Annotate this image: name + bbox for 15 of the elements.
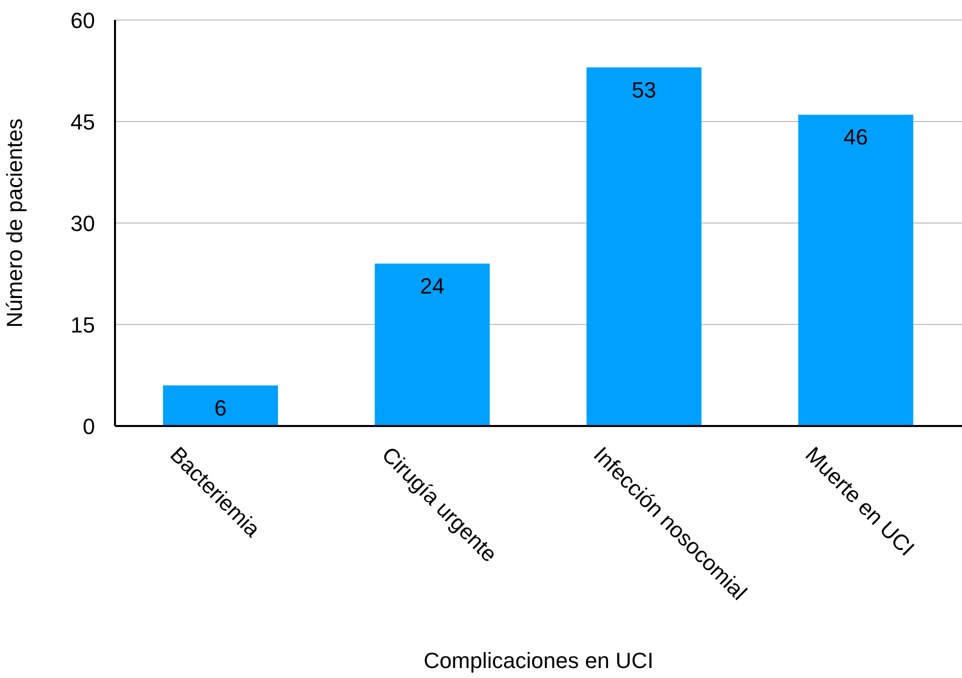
y-tick-label: 0 (82, 414, 95, 439)
data-label: 46 (844, 124, 868, 150)
x-axis-title: Complicaciones en UCI (424, 648, 654, 673)
bar (374, 264, 490, 426)
y-axis-title: Número de pacientes (2, 118, 27, 328)
y-tick-label: 30 (70, 210, 95, 236)
data-label: 24 (420, 274, 444, 299)
y-tick-label: 45 (70, 109, 95, 134)
y-tick-label: 15 (70, 312, 95, 338)
y-tick-label: 60 (70, 8, 95, 33)
bar (586, 67, 702, 426)
bar (798, 114, 914, 426)
bar (163, 385, 278, 426)
data-label: 6 (214, 395, 227, 420)
data-label: 53 (632, 77, 656, 102)
